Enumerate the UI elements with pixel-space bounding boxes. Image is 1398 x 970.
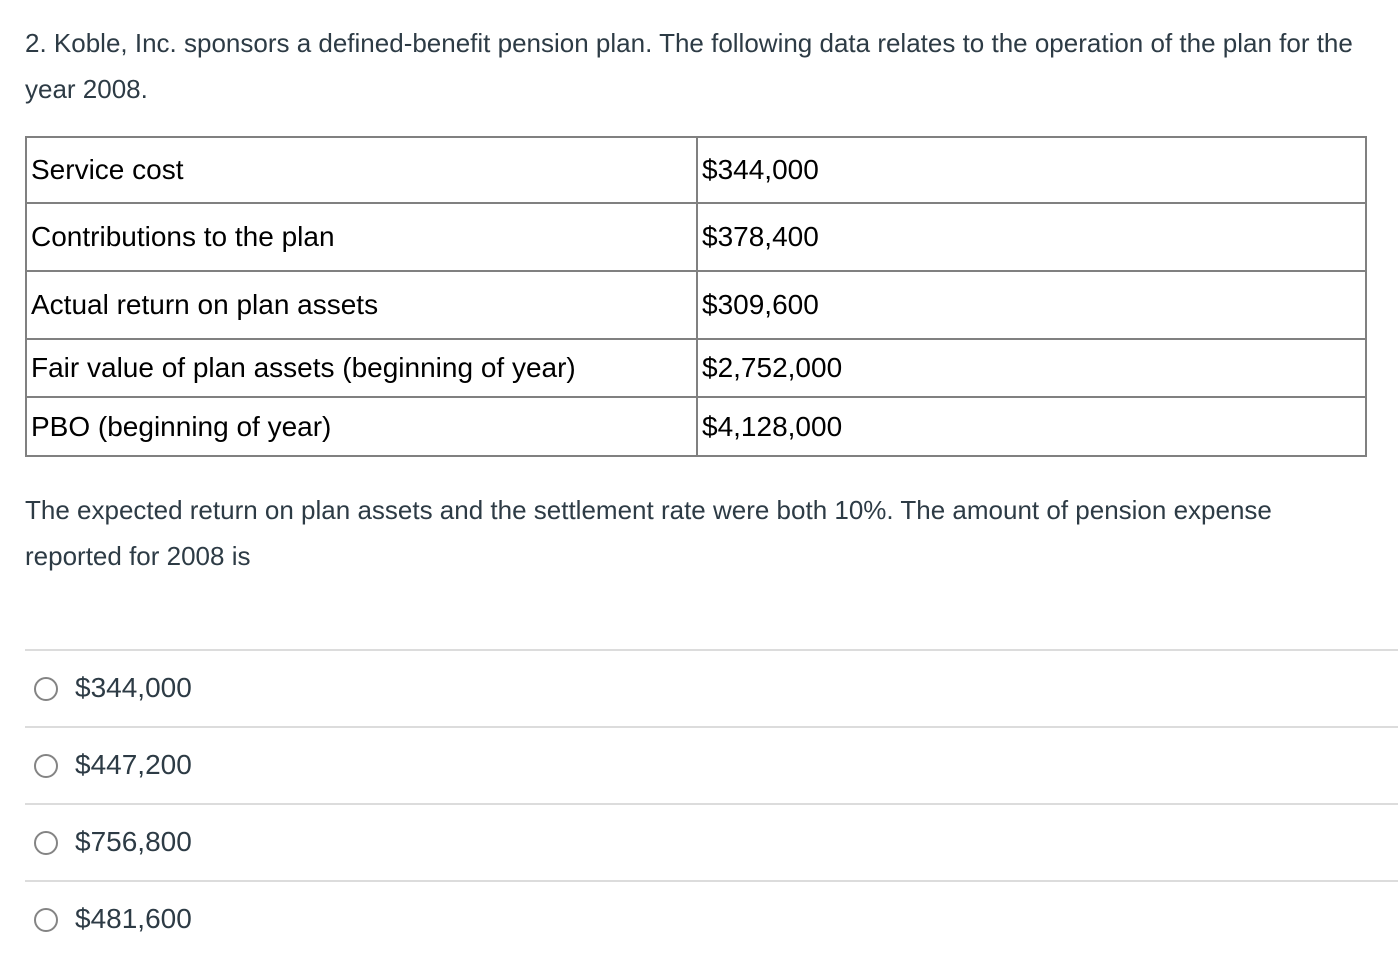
row-value-cell: $378,400 <box>696 202 1367 272</box>
radio-button[interactable] <box>34 753 58 778</box>
followup-text-line: The expected return on plan assets and t… <box>25 495 1272 525</box>
question-text-line: year 2008. <box>25 74 148 104</box>
radio-button[interactable] <box>34 907 58 932</box>
row-value-cell: $2,752,000 <box>696 338 1367 398</box>
table-row: Fair value of plan assets (beginning of … <box>25 338 1367 398</box>
table-row: PBO (beginning of year) $4,128,000 <box>25 396 1367 457</box>
option-label[interactable]: $481,600 <box>75 902 192 934</box>
answer-option-row[interactable]: $756,800 <box>25 803 1398 880</box>
row-label-cell: PBO (beginning of year) <box>25 396 698 457</box>
row-value-cell: $4,128,000 <box>696 396 1367 457</box>
followup-text: The expected return on plan assets and t… <box>25 487 1398 579</box>
pension-data-table: Service cost $344,000 Contributions to t… <box>25 136 1367 457</box>
question-text: 2. Koble, Inc. sponsors a defined-benefi… <box>25 20 1398 112</box>
question-text-line: 2. Koble, Inc. sponsors a defined-benefi… <box>25 28 1353 58</box>
row-label-cell: Fair value of plan assets (beginning of … <box>25 338 698 398</box>
option-label[interactable]: $344,000 <box>75 671 192 703</box>
answer-option-row[interactable]: $344,000 <box>25 649 1398 726</box>
table-row: Actual return on plan assets $309,600 <box>25 270 1367 340</box>
table-row: Service cost $344,000 <box>25 136 1367 204</box>
followup-text-line: reported for 2008 is <box>25 541 251 571</box>
answer-options: $344,000 $447,200 $756,800 $481,600 <box>25 649 1398 957</box>
row-label-cell: Actual return on plan assets <box>25 270 698 340</box>
radio-button[interactable] <box>34 676 58 701</box>
table-row: Contributions to the plan $378,400 <box>25 202 1367 272</box>
answer-option-row[interactable]: $481,600 <box>25 880 1398 957</box>
row-value-cell: $344,000 <box>696 136 1367 204</box>
answer-option-row[interactable]: $447,200 <box>25 726 1398 803</box>
option-label[interactable]: $447,200 <box>75 748 192 780</box>
row-label-cell: Service cost <box>25 136 698 204</box>
option-label[interactable]: $756,800 <box>75 825 192 857</box>
row-value-cell: $309,600 <box>696 270 1367 340</box>
radio-button[interactable] <box>34 830 58 855</box>
row-label-cell: Contributions to the plan <box>25 202 698 272</box>
